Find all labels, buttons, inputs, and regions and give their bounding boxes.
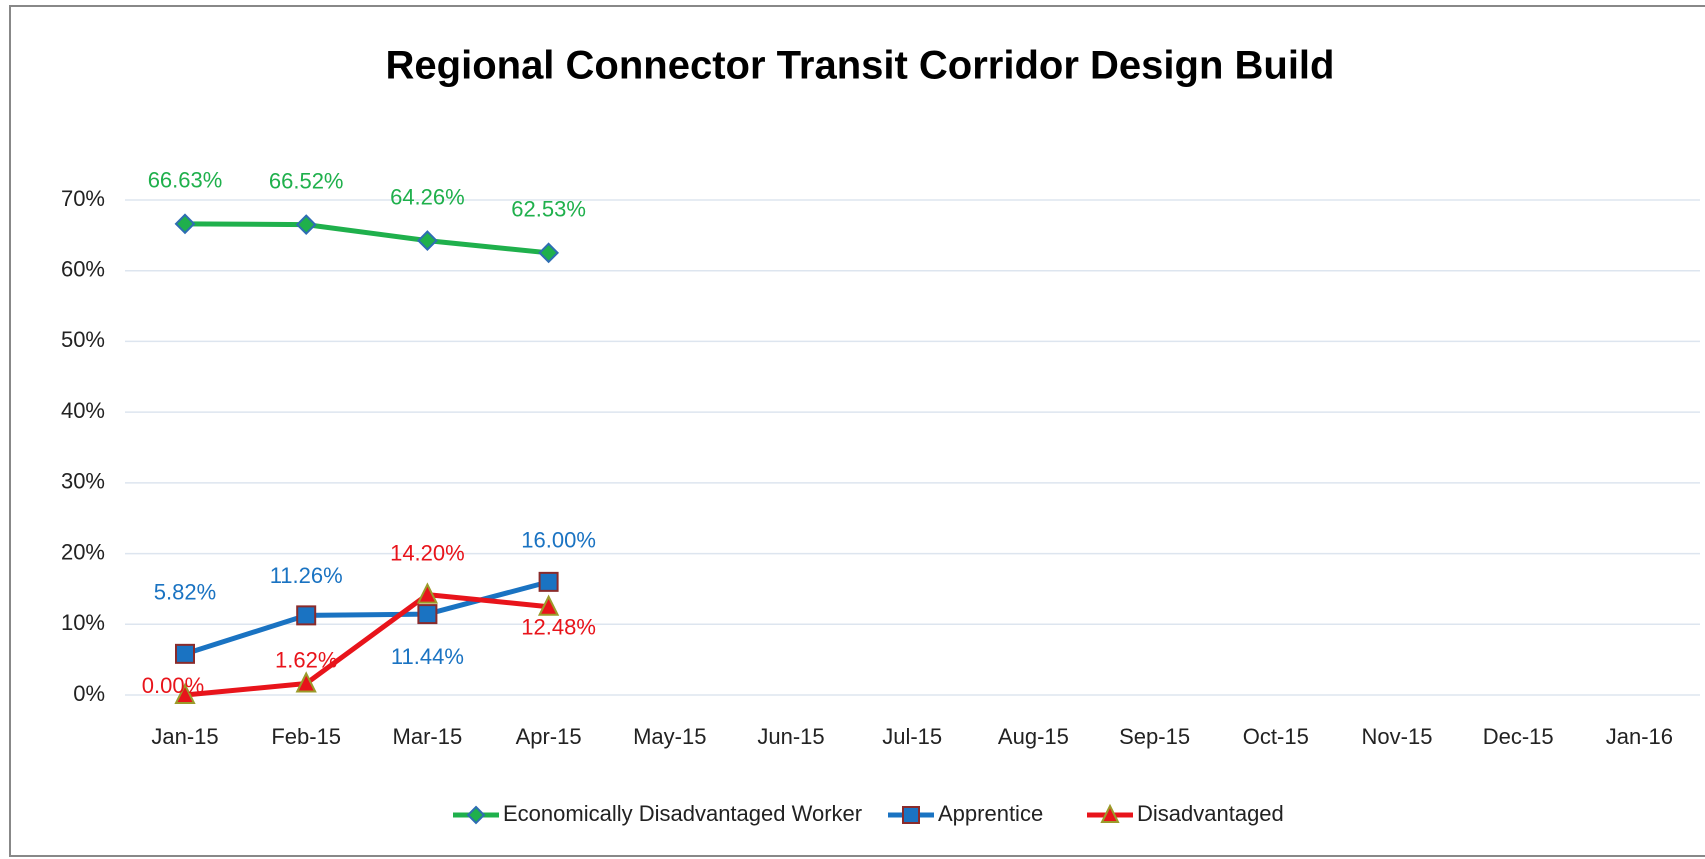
series-line [184, 579, 550, 657]
x-tick-label: Jan-16 [1606, 724, 1673, 749]
marker [537, 594, 560, 616]
legend-label: Disadvantaged [1137, 801, 1284, 826]
x-tick-label: Mar-15 [393, 724, 463, 749]
marker [174, 213, 196, 235]
y-tick-label: 50% [61, 327, 105, 352]
marker [466, 805, 486, 825]
x-tick-label: Oct-15 [1243, 724, 1309, 749]
marker [538, 571, 559, 592]
legend-label: Economically Disadvantaged Worker [503, 801, 862, 826]
legend-label: Apprentice [938, 801, 1043, 826]
marker [296, 605, 317, 626]
series-line [184, 592, 549, 698]
data-label: 64.26% [390, 184, 465, 209]
marker [1100, 803, 1120, 823]
data-label: 11.26% [270, 563, 343, 588]
data-label: 11.44% [391, 644, 464, 669]
chart-title: Regional Connector Transit Corridor Desi… [386, 44, 1335, 88]
marker [416, 230, 438, 252]
y-tick-label: 0% [73, 681, 105, 706]
data-label: 16.00% [521, 528, 596, 553]
x-tick-label: Aug-15 [998, 724, 1069, 749]
x-tick-label: Dec-15 [1483, 724, 1554, 749]
data-label: 14.20% [390, 540, 465, 565]
x-tick-label: Jul-15 [882, 724, 942, 749]
x-tick-label: Feb-15 [271, 724, 341, 749]
data-label: 1.62% [275, 647, 337, 672]
y-tick-label: 40% [61, 398, 105, 423]
y-tick-label: 10% [61, 610, 105, 635]
marker [417, 604, 438, 625]
x-tick-label: Apr-15 [516, 724, 582, 749]
data-label: 66.52% [269, 168, 344, 193]
marker [174, 682, 196, 704]
marker [538, 242, 560, 264]
data-label: 12.48% [521, 615, 596, 640]
y-tick-label: 20% [61, 539, 105, 564]
data-label: 62.53% [511, 197, 586, 222]
x-tick-label: Sep-15 [1119, 724, 1190, 749]
chart-border [9, 5, 1705, 857]
x-tick-label: May-15 [633, 724, 706, 749]
y-tick-label: 30% [61, 469, 105, 494]
x-tick-label: Jan-15 [151, 724, 218, 749]
marker [416, 582, 439, 604]
marker [295, 671, 317, 693]
marker [175, 643, 195, 664]
y-tick-label: 60% [61, 257, 105, 282]
data-label: 5.82% [154, 580, 216, 605]
y-tick-label: 70% [61, 186, 105, 211]
x-tick-label: Jun-15 [757, 724, 824, 749]
marker [295, 214, 317, 236]
data-label: 0.00% [142, 673, 204, 698]
marker [902, 806, 920, 824]
x-tick-label: Nov-15 [1362, 724, 1433, 749]
data-label: 66.63% [148, 168, 223, 193]
series-line [184, 221, 549, 256]
